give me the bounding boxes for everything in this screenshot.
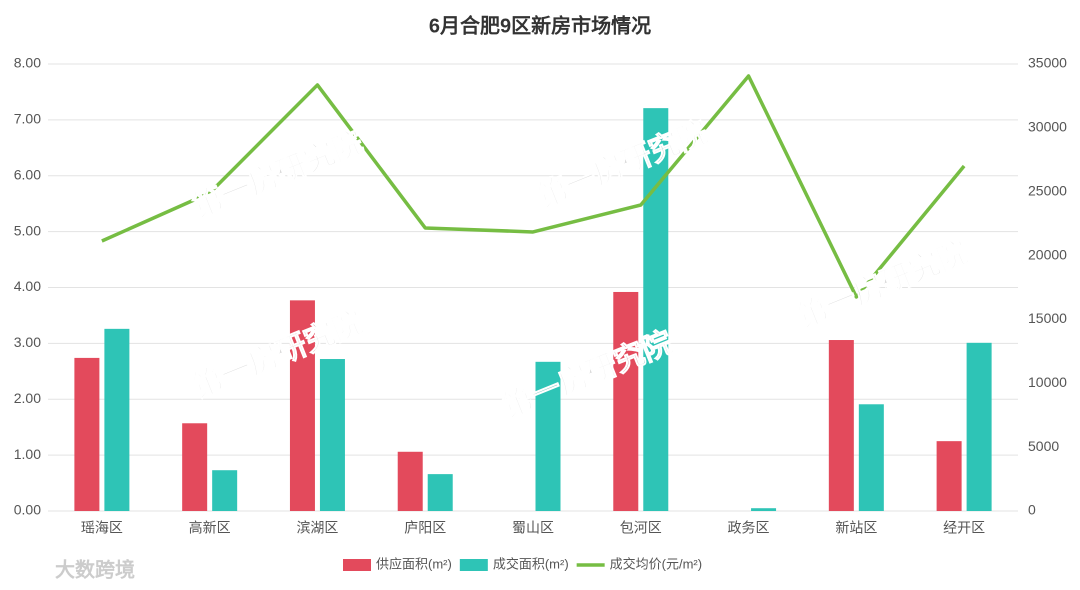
- line: [101, 74, 966, 299]
- legend-swatch: [343, 559, 371, 571]
- y2-tick-label: 5000: [1028, 438, 1059, 454]
- legend-swatch: [459, 559, 488, 571]
- y2-tick-label: 30000: [1028, 119, 1067, 135]
- bar: [427, 474, 453, 511]
- logo: 大数跨境: [55, 557, 135, 581]
- bar: [212, 470, 238, 511]
- legend-label: 成交面积(m²): [493, 556, 569, 571]
- bar: [751, 508, 777, 511]
- x-tick-label: 蜀山区: [512, 520, 554, 536]
- y2-tick-label: 35000: [1028, 55, 1067, 71]
- legend-label: 供应面积(m²): [376, 556, 452, 571]
- x-tick-label: 瑶海区: [81, 520, 123, 536]
- y-tick-label: 3.00: [14, 334, 41, 350]
- watermark: 第一房研究院: [188, 125, 368, 224]
- y2-tick-label: 25000: [1028, 182, 1067, 198]
- y-tick-label: 4.00: [14, 278, 41, 294]
- bar: [182, 423, 208, 511]
- y2-tick-label: 15000: [1028, 310, 1067, 326]
- y-tick-label: 6.00: [14, 166, 41, 182]
- y-tick-label: 2.00: [14, 390, 41, 406]
- bar: [613, 291, 639, 511]
- y2-tick-label: 0: [1028, 502, 1036, 518]
- y-tick-label: 5.00: [14, 222, 41, 238]
- x-tick-label: 政务区: [728, 520, 770, 536]
- bar: [535, 361, 561, 511]
- y-tick-label: 0.00: [14, 502, 41, 518]
- x-tick-label: 经开区: [943, 520, 985, 536]
- bar: [289, 300, 315, 511]
- bar: [936, 441, 962, 511]
- x-tick-label: 新站区: [835, 520, 877, 536]
- y-tick-label: 1.00: [14, 446, 41, 462]
- y2-tick-label: 20000: [1028, 246, 1067, 262]
- y2-tick-label: 10000: [1028, 374, 1067, 390]
- x-tick-label: 高新区: [189, 520, 231, 536]
- bar: [966, 342, 992, 511]
- bar: [74, 357, 100, 511]
- watermark: 第一房研究院: [533, 115, 713, 214]
- bar: [397, 451, 423, 511]
- bar: [104, 328, 130, 511]
- x-tick-label: 庐阳区: [404, 520, 446, 536]
- watermark: 第一房研究院: [793, 235, 973, 334]
- legend-label: 成交均价(元/m²): [610, 556, 702, 571]
- chart-title: 6月合肥9区新房市场情况: [429, 13, 651, 37]
- bar: [858, 404, 884, 511]
- y-tick-label: 7.00: [14, 111, 41, 127]
- x-tick-label: 包河区: [620, 520, 662, 536]
- x-tick-label: 滨湖区: [296, 520, 338, 536]
- bar: [319, 359, 345, 511]
- bar: [828, 340, 854, 511]
- y-tick-label: 8.00: [14, 55, 41, 71]
